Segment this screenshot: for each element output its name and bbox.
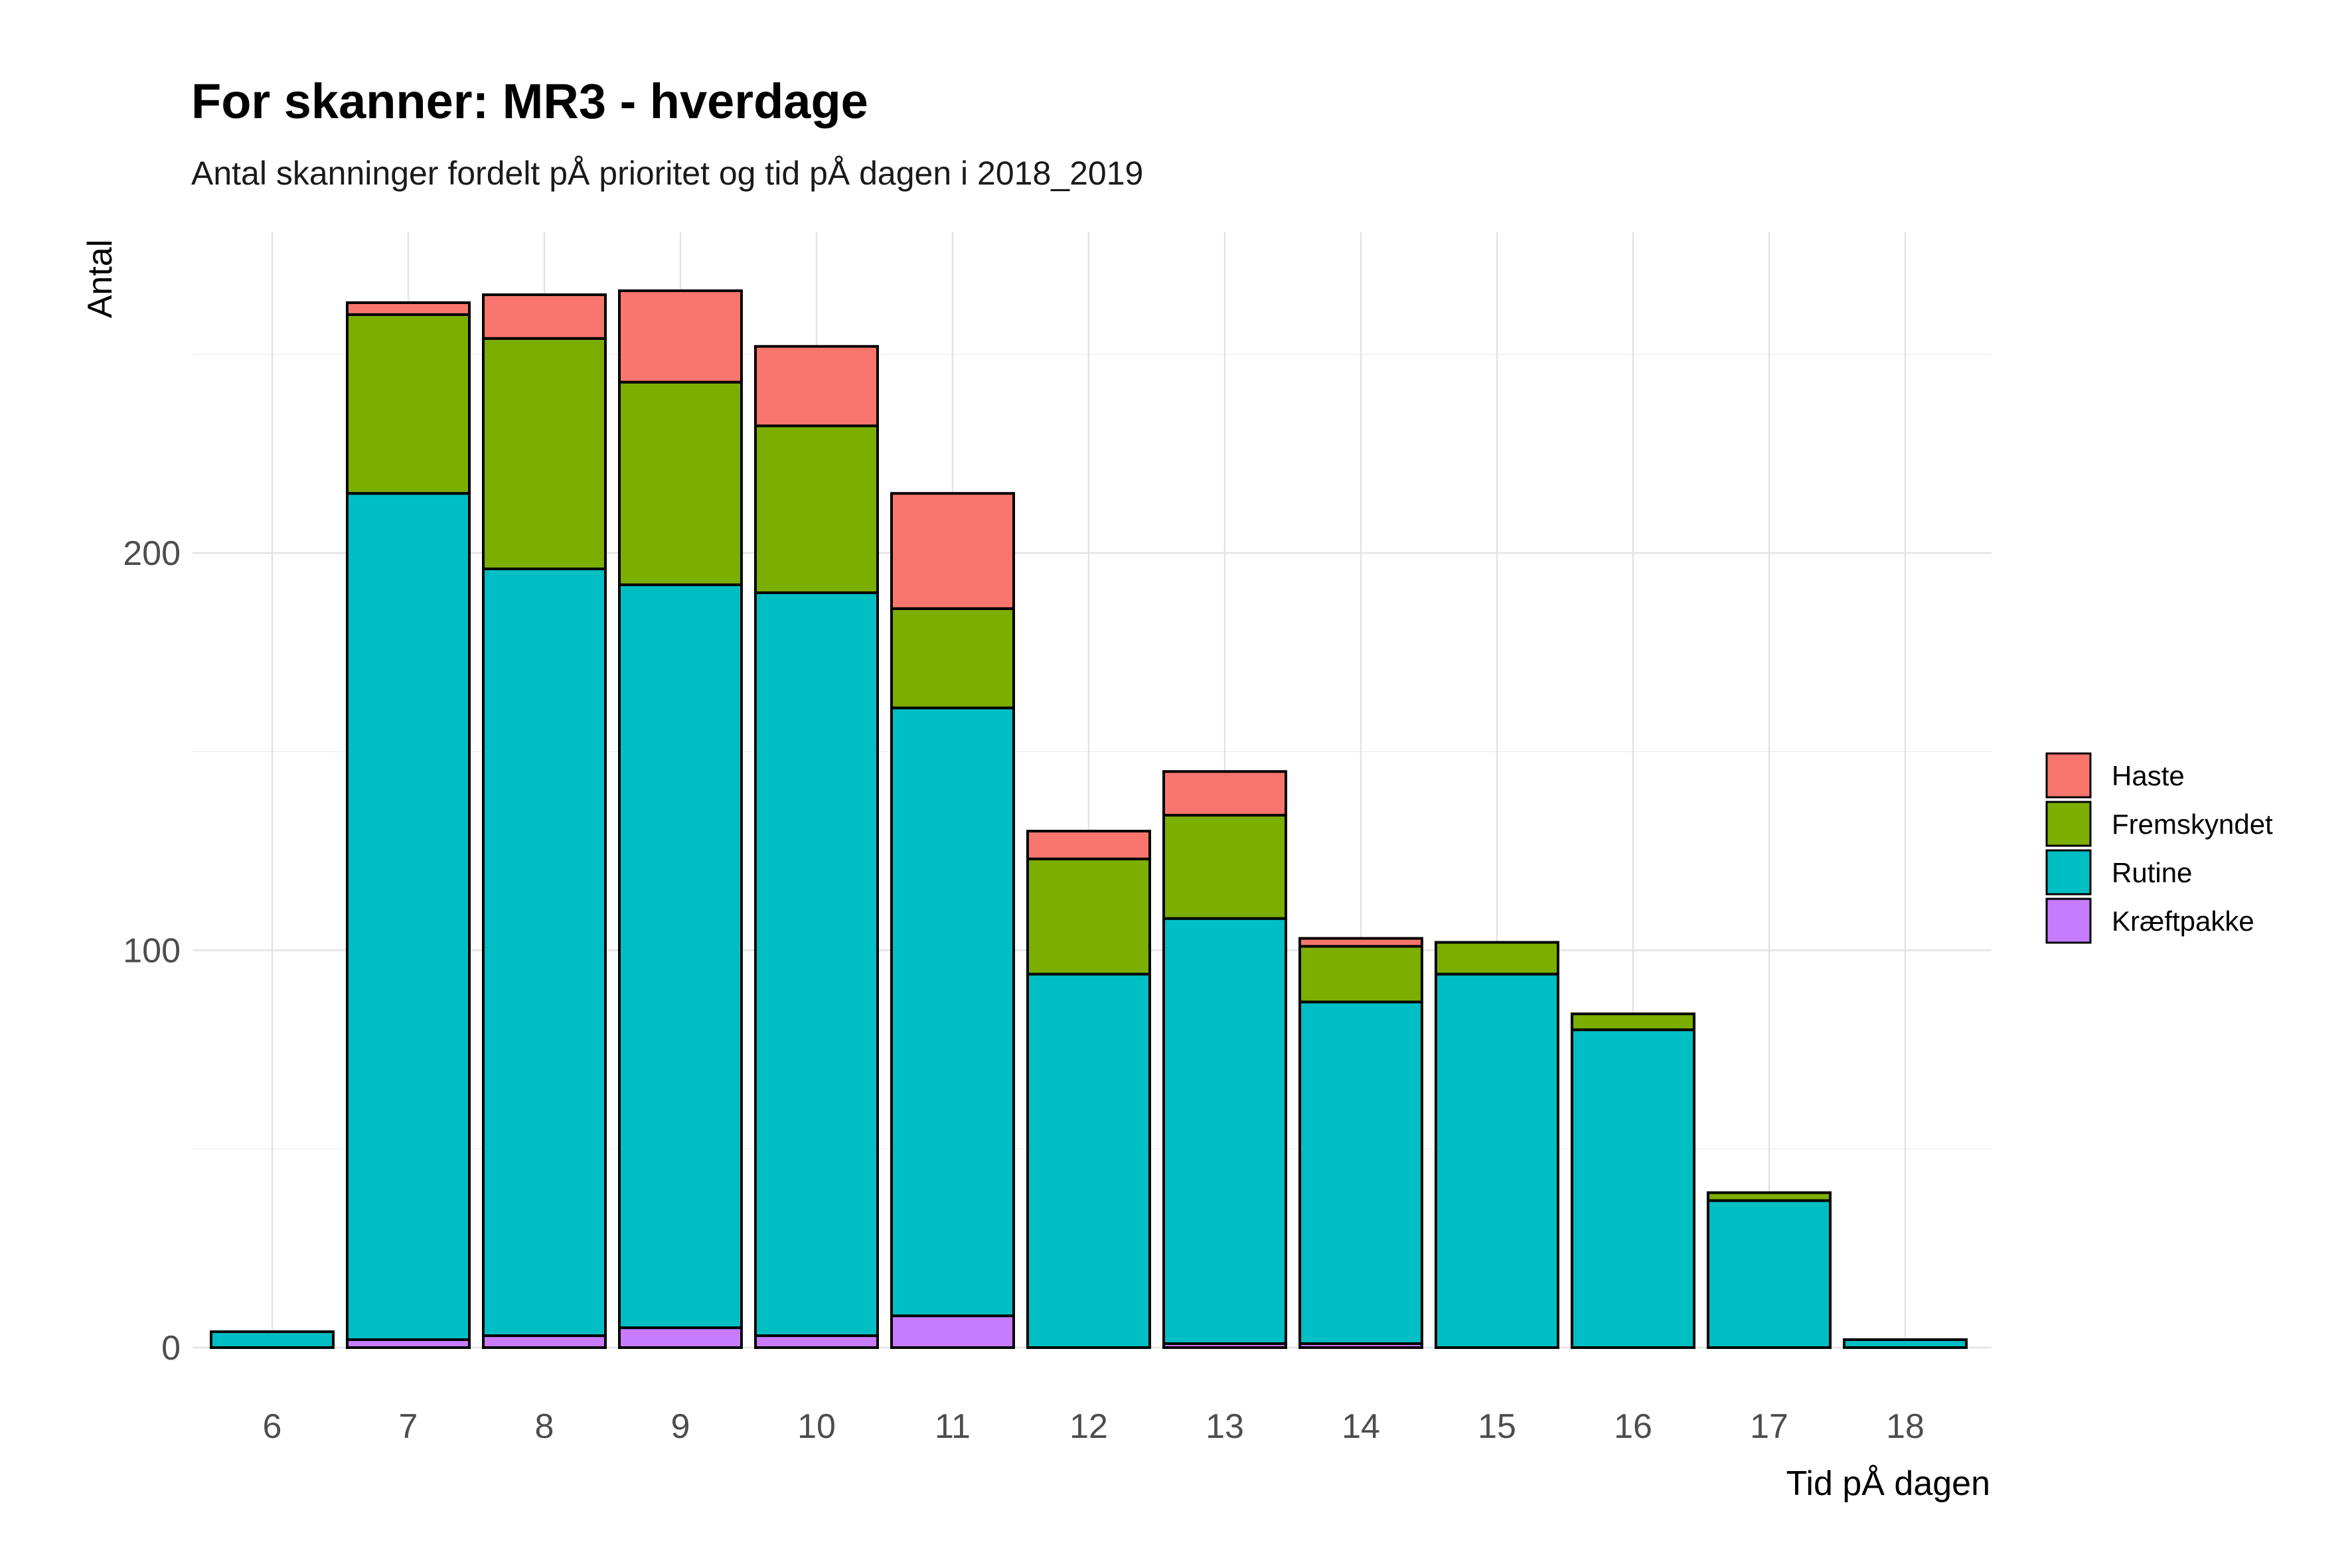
x-tick-label: 18	[1886, 1407, 1924, 1446]
bar-segment	[618, 289, 743, 384]
bar-segment	[346, 313, 471, 495]
x-axis-title: Tid pÅ dagen	[1786, 1464, 1990, 1503]
bar-segment	[754, 1334, 879, 1350]
bar-segment	[890, 492, 1015, 610]
bar-segment	[1707, 1199, 1832, 1350]
bar-segment	[618, 583, 743, 1330]
bar-segment	[754, 424, 879, 594]
bar-segment	[210, 1330, 335, 1350]
bar-segment	[1571, 1012, 1695, 1032]
bar-segment	[482, 293, 607, 340]
bar-segment	[1298, 1000, 1423, 1346]
bar-segment	[890, 607, 1015, 710]
x-tick-label: 16	[1614, 1407, 1652, 1446]
legend-swatch	[2045, 849, 2092, 896]
x-tick-label: 12	[1069, 1407, 1108, 1446]
bar-segment	[346, 301, 471, 316]
bars-layer	[210, 289, 1968, 1350]
x-tick-label: 10	[797, 1407, 836, 1446]
bar-segment	[482, 337, 607, 570]
bar-segment	[1162, 917, 1287, 1346]
bar-segment	[482, 567, 607, 1338]
x-tick-label: 6	[263, 1407, 282, 1446]
x-tick-label: 11	[935, 1407, 971, 1446]
bar-segment	[1026, 829, 1151, 860]
bar-segment	[618, 1326, 743, 1349]
bar-segment	[890, 1314, 1015, 1349]
bar-segment	[482, 1334, 607, 1350]
bar-segment	[1162, 814, 1287, 920]
bar-segment	[890, 706, 1015, 1318]
bar-segment	[1026, 857, 1151, 976]
bar-segment	[1298, 945, 1423, 1004]
legend-label: Fremskyndet	[2112, 809, 2273, 840]
legend: Haste Fremskyndet Rutine Kræftpakke	[2045, 752, 2273, 944]
legend-swatch	[2045, 801, 2092, 847]
legend-label: Rutine	[2112, 857, 2192, 888]
bar-segment	[754, 591, 879, 1338]
bar-segment	[754, 345, 879, 428]
y-tick-label: 0	[161, 1329, 181, 1368]
bar-segment	[1026, 973, 1151, 1350]
x-tick-label: 9	[671, 1407, 690, 1446]
chart-subtitle: Antal skanninger fordelt pÅ prioritet og…	[191, 155, 1144, 192]
legend-label: Haste	[2112, 760, 2185, 791]
x-tick-label: 17	[1750, 1407, 1788, 1446]
bar-segment	[1298, 937, 1423, 948]
bar-segment	[1435, 973, 1559, 1350]
bar-segment	[346, 492, 471, 1342]
chart-title: For skanner: MR3 - hverdage	[191, 74, 868, 129]
legend-label: Kræftpakke	[2112, 905, 2254, 937]
x-tick-label: 14	[1342, 1407, 1380, 1446]
legend-swatch	[2045, 752, 2092, 799]
x-tick-label: 8	[535, 1407, 554, 1446]
y-axis-title: Antal	[81, 240, 119, 319]
x-tick-label: 7	[399, 1407, 418, 1446]
x-tick-label: 15	[1478, 1407, 1516, 1446]
bar-segment	[1843, 1338, 1968, 1350]
y-tick-label: 200	[123, 534, 181, 573]
x-tick-label: 13	[1206, 1407, 1244, 1446]
bar-segment	[1707, 1191, 1832, 1202]
ticks-layer: 6 7 8 9 10 11 12 13 14 15 16 17 18 0 100 200	[123, 534, 1924, 1446]
bar-segment	[1435, 941, 1559, 976]
bar-segment	[1571, 1028, 1695, 1349]
y-tick-label: 100	[123, 932, 181, 971]
bar-segment	[1162, 770, 1287, 817]
bar-segment	[618, 380, 743, 586]
legend-swatch	[2045, 898, 2092, 944]
